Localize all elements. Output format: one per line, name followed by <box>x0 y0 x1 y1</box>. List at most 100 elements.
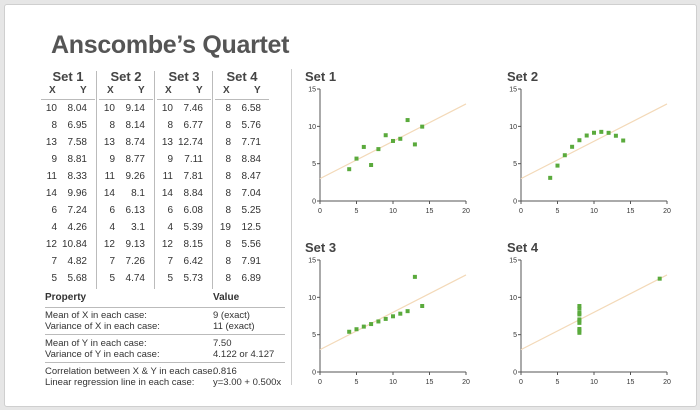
data-point <box>383 316 388 321</box>
y-value: 10.84 <box>61 239 87 250</box>
property-label: Mean of Y in each case: <box>45 338 147 349</box>
data-point <box>599 129 604 134</box>
property-label: Linear regression line in each case: <box>45 377 195 388</box>
x-tick-label: 0 <box>318 208 322 215</box>
property-value: 9 (exact) <box>213 310 250 321</box>
property-label: Correlation between X & Y in each case: <box>45 366 216 377</box>
y-value: 8.15 <box>183 239 203 250</box>
y-tick-label: 0 <box>312 370 316 377</box>
data-point <box>391 314 395 319</box>
data-point <box>398 136 403 141</box>
data-point <box>412 274 417 279</box>
y-header: Y <box>196 85 203 96</box>
x-value: 11 <box>162 171 173 182</box>
x-value: 8 <box>225 273 231 284</box>
y-tick-label: 5 <box>513 332 517 339</box>
x-tick-label: 0 <box>519 379 523 386</box>
data-point <box>548 175 553 180</box>
x-tick-label: 20 <box>663 208 671 215</box>
y-tick-label: 0 <box>513 199 517 206</box>
data-point <box>584 133 589 138</box>
x-tick-label: 10 <box>590 208 598 215</box>
data-point <box>347 329 352 334</box>
x-tick-label: 5 <box>556 208 560 215</box>
y-value: 7.81 <box>183 171 203 182</box>
y-value: 9.13 <box>125 239 145 250</box>
data-point <box>562 153 567 158</box>
property-label: Variance of Y in each case: <box>45 349 160 360</box>
x-value: 6 <box>167 205 173 216</box>
y-tick-label: 10 <box>509 295 517 302</box>
x-tick-label: 15 <box>426 208 434 215</box>
y-value: 5.56 <box>241 239 261 250</box>
y-tick-label: 0 <box>513 370 517 377</box>
y-value: 5.68 <box>67 273 87 284</box>
y-value: 6.13 <box>125 205 145 216</box>
x-value: 14 <box>103 188 115 199</box>
data-point <box>606 130 611 135</box>
property-header: Property <box>45 292 87 303</box>
x-value: 11 <box>104 171 115 182</box>
x-value: 11 <box>46 171 57 182</box>
data-point <box>621 138 626 143</box>
data-point <box>577 312 582 317</box>
x-value: 7 <box>51 256 57 267</box>
x-value: 12 <box>103 239 115 250</box>
y-tick-label: 15 <box>308 87 316 94</box>
x-value: 6 <box>109 205 115 216</box>
x-header: X <box>223 85 230 96</box>
x-header: X <box>107 85 114 96</box>
y-value: 8.47 <box>241 171 261 182</box>
y-value: 8.84 <box>183 188 203 199</box>
y-value: 8.1 <box>131 188 145 199</box>
regression-line <box>319 274 467 351</box>
data-point <box>405 309 410 314</box>
set-name: Set 3 <box>168 69 200 84</box>
y-tick-label: 10 <box>308 124 316 131</box>
data-point <box>383 133 388 138</box>
x-value: 8 <box>51 120 57 131</box>
data-point <box>577 330 582 335</box>
chart-set-2: Set 2 0 5 10 15 20 0 5 10 15 <box>507 69 671 215</box>
y-value: 4.26 <box>67 222 87 233</box>
data-point <box>577 318 582 323</box>
data-point <box>577 328 582 333</box>
x-value: 13 <box>161 137 173 148</box>
data-point <box>613 133 618 138</box>
x-value: 5 <box>51 273 57 284</box>
set-name: Set 1 <box>52 69 84 84</box>
header-rule <box>99 99 153 100</box>
chart-title: Set 3 <box>305 240 336 255</box>
x-value: 8 <box>225 154 231 165</box>
x-value: 7 <box>167 256 173 267</box>
regression-line <box>520 274 668 351</box>
y-value: 8.74 <box>125 137 145 148</box>
y-tick-label: 15 <box>509 258 517 265</box>
y-value: 3.1 <box>131 222 145 233</box>
x-value: 19 <box>219 222 231 233</box>
y-tick-label: 10 <box>308 295 316 302</box>
data-point <box>555 163 560 168</box>
data-point <box>391 138 395 143</box>
x-tick-label: 15 <box>627 208 635 215</box>
y-value: 7.04 <box>241 188 261 199</box>
y-value: 4.82 <box>67 256 87 267</box>
chart-title: Set 2 <box>507 69 538 84</box>
data-point <box>592 130 596 135</box>
y-value: 7.26 <box>125 256 145 267</box>
data-point <box>412 142 417 147</box>
y-value: 9.96 <box>67 188 87 199</box>
property-rule <box>45 334 285 335</box>
y-value: 5.73 <box>183 273 203 284</box>
x-value: 7 <box>109 256 115 267</box>
property-value: 7.50 <box>213 338 232 349</box>
data-point <box>577 303 582 308</box>
y-value: 5.39 <box>183 222 203 233</box>
x-value: 8 <box>167 120 173 131</box>
data-point <box>577 317 582 322</box>
data-point <box>420 124 425 129</box>
chart-title: Set 4 <box>507 240 539 255</box>
x-tick-label: 20 <box>663 379 671 386</box>
y-value: 7.24 <box>67 205 87 216</box>
x-value: 14 <box>45 188 57 199</box>
